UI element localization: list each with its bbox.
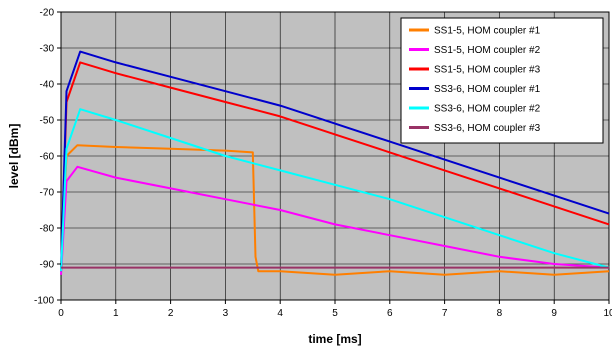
- legend-label: SS3-6, HOM coupler #1: [434, 84, 541, 95]
- x-tick-label: 10: [603, 308, 612, 319]
- x-tick-label: 4: [277, 308, 283, 319]
- series-line-2: [60, 165, 610, 275]
- series-line-4: [60, 50, 610, 272]
- y-tick-label: -30: [40, 44, 55, 55]
- x-tick-label: 9: [551, 308, 557, 319]
- x-tick-label: 8: [497, 308, 503, 319]
- x-tick-label: 2: [168, 308, 174, 319]
- legend-label: SS3-6, HOM coupler #2: [434, 104, 541, 115]
- x-axis-title: time [ms]: [308, 332, 361, 346]
- legend-label: SS1-5, HOM coupler #1: [434, 26, 541, 37]
- y-tick-label: -40: [40, 80, 55, 91]
- legend: SS1-5, HOM coupler #1 SS1-5, HOM coupler …: [400, 17, 604, 144]
- legend-label: SS3-6, HOM coupler #3: [434, 123, 541, 134]
- x-tick-label: 6: [387, 308, 393, 319]
- y-tick-label: -80: [40, 224, 55, 235]
- axes: 0 1 2 3 4 5 6 7 8 9 10 -20 -30 -40 -50 -60 -70 -80 -90 -100: [34, 8, 612, 320]
- y-tick-label: -100: [34, 296, 54, 307]
- legend-box: [400, 17, 604, 144]
- y-axis-title: level [dBm]: [7, 124, 21, 189]
- series-line-3: [60, 61, 610, 272]
- series-line-1: [60, 144, 610, 276]
- y-tick-label: -60: [40, 152, 55, 163]
- x-tick-label: 0: [58, 308, 64, 319]
- x-tick-label: 1: [113, 308, 119, 319]
- legend-label: SS1-5, HOM coupler #3: [434, 65, 541, 76]
- legend-label: SS1-5, HOM coupler #2: [434, 45, 541, 56]
- y-tick-label: -20: [40, 8, 55, 19]
- series-group: [60, 50, 610, 276]
- x-tick-label: 7: [442, 308, 448, 319]
- x-tick-label: 3: [223, 308, 229, 319]
- x-tick-label: 5: [332, 308, 338, 319]
- y-tick-label: -50: [40, 116, 55, 127]
- series-line-5: [60, 108, 610, 272]
- y-tick-label: -70: [40, 188, 55, 199]
- y-tick-label: -90: [40, 260, 55, 271]
